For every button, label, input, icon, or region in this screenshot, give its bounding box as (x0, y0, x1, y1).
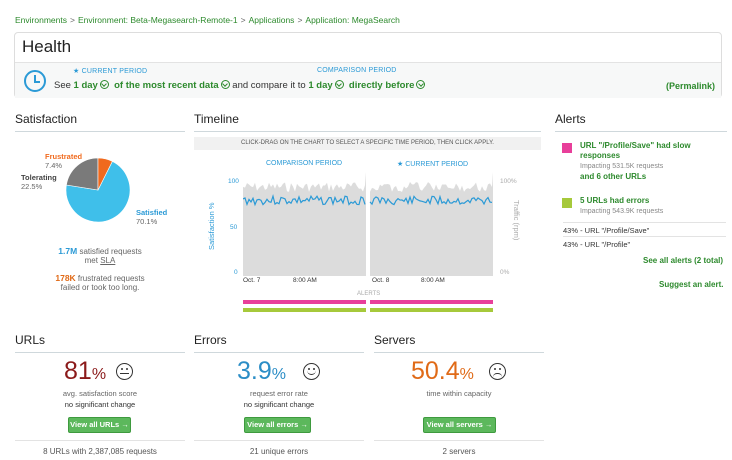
alert-strip-pink-2[interactable] (370, 300, 493, 304)
breadcrumb-environment[interactable]: Environment: Beta-Megasearch-Remote-1 (77, 15, 238, 25)
divider (15, 440, 185, 441)
breadcrumb-application[interactable]: Application: MegaSearch (305, 15, 400, 25)
timeline-title: Timeline (194, 112, 541, 132)
x-label-8am-2: 8:00 AM (421, 277, 445, 284)
view-all-errors-button[interactable]: View all errors → (244, 417, 311, 433)
chevron-down-icon (416, 79, 426, 89)
errors-rate: 3.9% (237, 357, 286, 385)
comparison-period-dropdown[interactable]: 1 day (308, 79, 344, 91)
divider (374, 440, 544, 441)
neutral-face-icon (116, 363, 133, 380)
urls-footer: 8 URLs with 2,387,085 requests (43, 447, 157, 456)
satisfied-label: Satisfied 70.1% (136, 208, 168, 226)
satisfied-stats: 1.7M satisfied requests met SLA (58, 246, 142, 265)
alert-color-swatch (562, 143, 572, 153)
breadcrumb-environments[interactable]: Environments (15, 15, 67, 25)
sla-link[interactable]: SLA (100, 256, 116, 265)
permalink[interactable]: (Permalink) (665, 81, 715, 91)
timeline-current-label: ★ CURRENT PERIOD (397, 161, 469, 168)
period-selector: ★ CURRENT PERIOD COMPARISON PERIOD See 1… (15, 62, 721, 98)
sad-face-icon (489, 363, 506, 380)
servers-desc: time within capacity (426, 389, 492, 398)
period-sentence: See 1 day of the most recent data and co… (54, 79, 426, 91)
pie-slice-satisfied[interactable] (65, 160, 131, 223)
breadcrumb: Environments > Environment: Beta-Megasearc… (15, 15, 400, 25)
servers-capacity: 50.4% (411, 357, 474, 385)
alert-slow-responses[interactable]: URL "/Profile/Save" had slow responses I… (558, 141, 726, 182)
pie-slice-frustrated[interactable] (97, 157, 113, 191)
satisfaction-title: Satisfaction (15, 112, 185, 132)
urls-score: 81% (64, 357, 107, 385)
smile-face-icon (303, 363, 320, 380)
urls-title: URLs (15, 333, 185, 353)
view-all-urls-button[interactable]: View all URLs → (68, 417, 131, 433)
alert-strip-green-1[interactable] (243, 308, 366, 312)
compare-text: and compare it to (232, 80, 306, 91)
y-axis-title-left: Satisfaction % (207, 202, 216, 250)
satisfaction-pie[interactable] (60, 152, 136, 228)
y-axis-title-right: Traffic (rpm) (512, 200, 521, 241)
y-tick-0: 0 (234, 269, 238, 276)
alert-detail-profile-save: 43% - URL "/Profile/Save" (563, 222, 726, 235)
alert-strip-pink-1[interactable] (243, 300, 366, 304)
tolerating-label: Tolerating 22.5% (21, 173, 57, 191)
chevron-down-icon (334, 79, 344, 89)
current-satisfaction-line (369, 194, 493, 206)
clock-icon (24, 70, 46, 92)
errors-footer: 21 unique errors (249, 447, 309, 456)
chevron-down-icon (220, 79, 230, 89)
direction-dropdown[interactable]: directly before (349, 79, 426, 91)
y-tick-50: 50 (230, 224, 238, 231)
alert-color-swatch (562, 198, 572, 208)
urls-desc: avg. satisfaction score (62, 389, 138, 398)
timeline-instructions: CLICK-DRAG ON THE CHART TO SELECT A SPEC… (194, 137, 541, 150)
errors-title: Errors (194, 333, 364, 353)
current-period-label: ★ CURRENT PERIOD (73, 68, 148, 75)
servers-footer: 2 servers (442, 447, 476, 456)
alert-strip-green-2[interactable] (370, 308, 493, 312)
x-label-oct8: Oct. 8 (372, 277, 390, 284)
timeline-chart[interactable] (243, 172, 493, 276)
recent-data-dropdown[interactable]: of the most recent data (114, 79, 230, 91)
chevron-down-icon (99, 79, 109, 89)
alert-url-errors[interactable]: 5 URLs had errors Impacting 543.9K reque… (558, 196, 726, 217)
suggest-alert-link[interactable]: Suggest an alert. (659, 280, 724, 289)
y-right-tick-100: 100% (500, 178, 517, 185)
see-text: See (54, 80, 71, 91)
y-tick-100: 100 (228, 178, 239, 185)
urls-change: no significant change (64, 400, 136, 409)
current-traffic-area (370, 172, 493, 276)
y-right-tick-0: 0% (500, 269, 510, 276)
errors-change: no significant change (243, 400, 315, 409)
alerts-title: Alerts (555, 112, 727, 132)
divider (194, 440, 364, 441)
breadcrumb-applications[interactable]: Applications (248, 15, 295, 25)
frustrated-stats: 178K frustrated requests failed or took … (55, 273, 145, 292)
servers-title: Servers (374, 333, 544, 353)
comparison-traffic-band (243, 172, 366, 192)
alerts-strip-label: ALERTS (357, 291, 381, 297)
alert-detail-profile: 43% - URL "/Profile" (563, 236, 726, 249)
comparison-period-label: COMPARISON PERIOD (317, 67, 397, 74)
x-label-oct7: Oct. 7 (243, 277, 261, 284)
pie-slice-tolerating[interactable] (66, 157, 99, 191)
see-all-alerts-link[interactable]: See all alerts (2 total) (643, 256, 724, 265)
errors-desc: request error rate (250, 389, 308, 398)
page-title: Health (22, 37, 72, 56)
current-traffic-band (370, 172, 493, 192)
comparison-satisfaction-line (243, 193, 366, 207)
x-label-8am-1: 8:00 AM (293, 277, 317, 284)
frustrated-label: Frustrated 7.4% (45, 152, 83, 170)
current-period-dropdown[interactable]: 1 day (74, 79, 109, 91)
timeline-comparison-label: COMPARISON PERIOD (266, 160, 343, 167)
comparison-traffic-area (243, 172, 366, 276)
view-all-servers-button[interactable]: View all servers → (423, 417, 496, 433)
health-panel: Health ★ CURRENT PERIOD COMPARISON PERIO… (14, 32, 722, 98)
